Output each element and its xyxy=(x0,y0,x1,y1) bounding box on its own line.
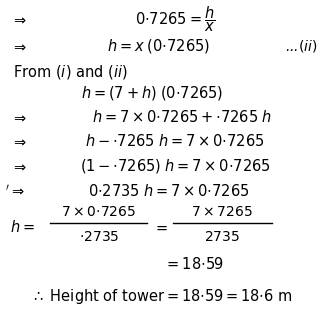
Text: $'\Rightarrow$: $'\Rightarrow$ xyxy=(5,183,25,198)
Text: $h = 7 \times 0{\cdot}7265 + {\cdot}7265\;h$: $h = 7 \times 0{\cdot}7265 + {\cdot}7265… xyxy=(92,109,271,125)
Text: $\Rightarrow$: $\Rightarrow$ xyxy=(11,12,28,27)
Text: $(1 - {\cdot}7265)\;h = 7 \times 0{\cdot}7265$: $(1 - {\cdot}7265)\;h = 7 \times 0{\cdot… xyxy=(79,157,271,175)
Text: $h = x\;(0{\cdot}7265)$: $h = x\;(0{\cdot}7265)$ xyxy=(107,37,210,55)
Text: $\Rightarrow$: $\Rightarrow$ xyxy=(11,109,28,124)
Text: $= 18{\cdot}59$: $= 18{\cdot}59$ xyxy=(164,256,225,272)
Text: $h - {\cdot}7265\;h = 7 \times 0{\cdot}7265$: $h - {\cdot}7265\;h = 7 \times 0{\cdot}7… xyxy=(85,133,265,149)
Text: ...$(ii)$: ...$(ii)$ xyxy=(285,38,318,54)
Text: $h = (7 + h)\;(0{\cdot}7265)$: $h = (7 + h)\;(0{\cdot}7265)$ xyxy=(81,84,224,102)
Text: $\Rightarrow$: $\Rightarrow$ xyxy=(11,159,28,173)
Text: $h =$: $h =$ xyxy=(10,219,35,235)
Text: ${\cdot}2735$: ${\cdot}2735$ xyxy=(79,230,119,244)
Text: $0{\cdot}2735\;h = 7 \times 0{\cdot}7265$: $0{\cdot}2735\;h = 7 \times 0{\cdot}7265… xyxy=(88,183,249,199)
Text: $7 \times 0{\cdot}7265$: $7 \times 0{\cdot}7265$ xyxy=(61,205,136,219)
Text: $\therefore\; \text{Height of tower} = 18{\cdot}59 = 18{\cdot}6 \text{ m}$: $\therefore\; \text{Height of tower} = 1… xyxy=(31,287,293,307)
Text: $=$: $=$ xyxy=(153,220,168,235)
Text: $0{\cdot}7265 = \dfrac{h}{x}$: $0{\cdot}7265 = \dfrac{h}{x}$ xyxy=(135,4,215,34)
Text: $7 \times 7265$: $7 \times 7265$ xyxy=(191,205,253,219)
Text: From $(i)$ and $(ii)$: From $(i)$ and $(ii)$ xyxy=(13,63,128,81)
Text: $\Rightarrow$: $\Rightarrow$ xyxy=(11,134,28,149)
Text: $2735$: $2735$ xyxy=(204,230,240,244)
Text: $\Rightarrow$: $\Rightarrow$ xyxy=(11,39,28,54)
